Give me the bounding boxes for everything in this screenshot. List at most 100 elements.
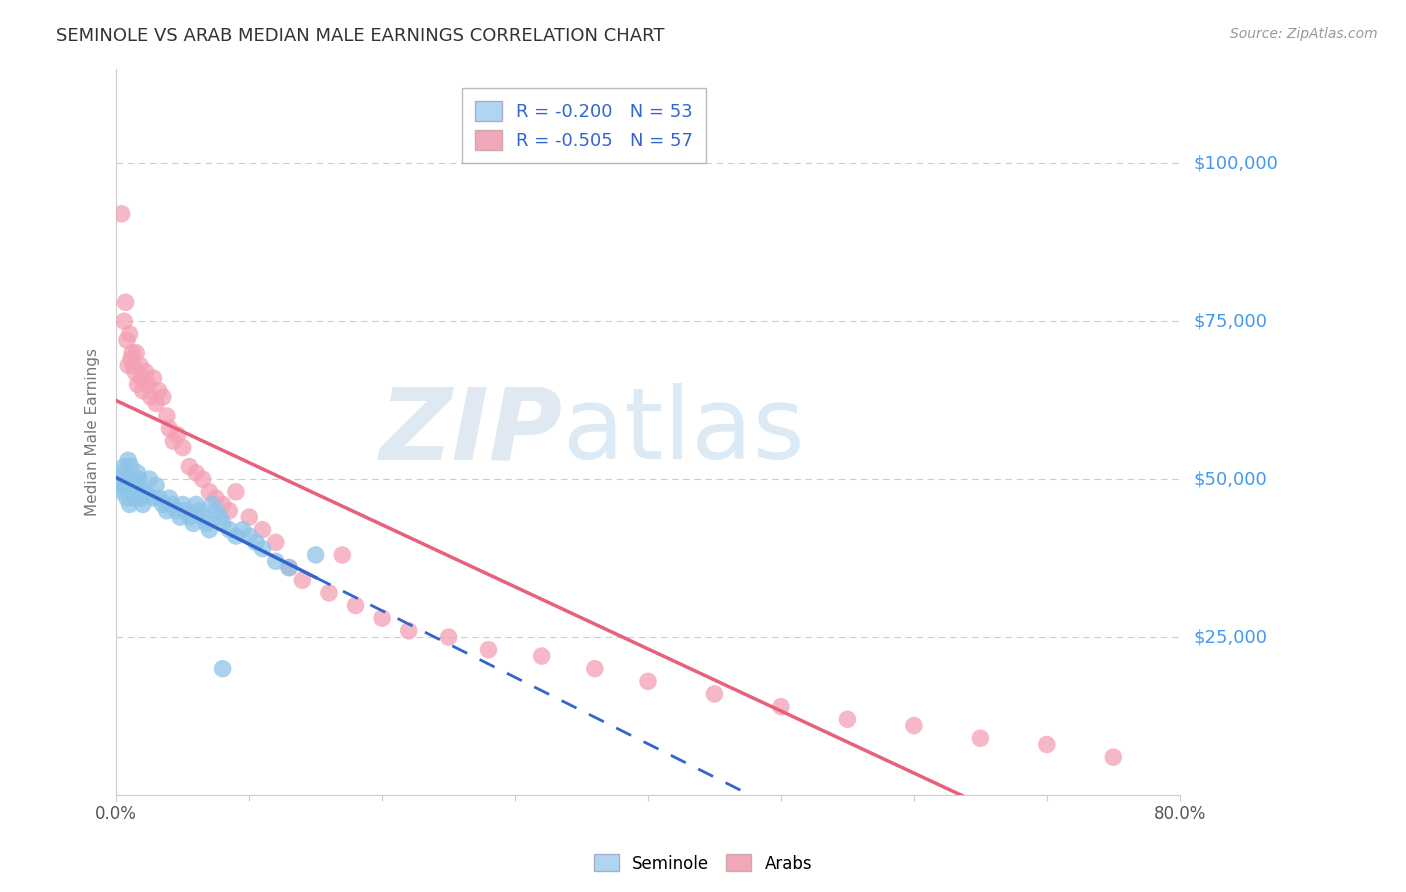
Point (111, 484, 134, 499)
Point (117, 359, 139, 373)
Point (159, 422, 181, 436)
Point (184, 466, 207, 480)
Point (174, 504, 197, 518)
Point (136, 377, 159, 392)
Point (132, 498, 155, 512)
Point (110, 472, 132, 486)
Point (131, 491, 153, 505)
Point (156, 504, 179, 518)
Point (211, 516, 233, 531)
Point (117, 453, 139, 467)
Point (108, 478, 131, 492)
Point (114, 295, 136, 310)
Text: $25,000: $25,000 (1194, 628, 1268, 646)
Point (211, 498, 233, 512)
Point (703, 687, 725, 701)
Point (118, 498, 141, 512)
Point (165, 504, 187, 518)
Point (238, 529, 260, 543)
Text: SEMINOLE VS ARAB MEDIAN MALE EARNINGS CORRELATION CHART: SEMINOLE VS ARAB MEDIAN MALE EARNINGS CO… (56, 27, 665, 45)
Point (278, 560, 301, 574)
Point (122, 484, 145, 499)
Point (330, 548, 353, 562)
Text: ZIP: ZIP (380, 384, 562, 480)
Point (191, 472, 214, 486)
Point (198, 484, 221, 499)
Point (184, 498, 207, 512)
Point (139, 390, 162, 404)
Point (160, 498, 183, 512)
Point (162, 434, 184, 449)
Point (129, 359, 152, 373)
Point (179, 459, 201, 474)
Point (264, 554, 287, 568)
Legend: R = -0.200   N = 53, R = -0.505   N = 57: R = -0.200 N = 53, R = -0.505 N = 57 (463, 88, 706, 162)
Point (121, 346, 143, 360)
Point (344, 599, 367, 613)
Point (903, 718, 925, 732)
Point (477, 642, 499, 657)
Point (437, 630, 460, 644)
Point (195, 516, 218, 531)
Point (148, 384, 170, 398)
Point (110, 207, 132, 221)
Point (127, 377, 149, 392)
Point (225, 484, 247, 499)
Point (169, 510, 191, 524)
Point (318, 586, 340, 600)
Point (122, 359, 145, 373)
Point (187, 504, 209, 518)
Point (138, 472, 160, 486)
Point (205, 504, 228, 518)
Point (191, 510, 214, 524)
Point (305, 548, 328, 562)
Point (114, 478, 136, 492)
Point (637, 674, 659, 689)
Point (245, 535, 267, 549)
Point (208, 510, 231, 524)
Point (134, 484, 156, 499)
Point (112, 314, 135, 328)
Point (134, 365, 156, 379)
Point (120, 459, 142, 474)
Point (179, 510, 201, 524)
Point (371, 611, 394, 625)
Point (166, 428, 188, 442)
Point (218, 504, 240, 518)
Point (172, 498, 194, 512)
Text: atlas: atlas (562, 384, 804, 480)
Point (969, 731, 991, 746)
Point (125, 346, 148, 360)
Point (145, 478, 167, 492)
Point (145, 396, 167, 410)
Text: $75,000: $75,000 (1194, 312, 1268, 330)
Text: $50,000: $50,000 (1194, 470, 1267, 488)
Legend: Seminole, Arabs: Seminole, Arabs (588, 847, 818, 880)
Point (129, 484, 152, 499)
Point (115, 491, 138, 505)
Point (142, 491, 165, 505)
Point (837, 712, 859, 726)
Point (172, 441, 194, 455)
Point (769, 699, 792, 714)
Point (201, 498, 224, 512)
Point (218, 523, 240, 537)
Text: $100,000: $100,000 (1194, 154, 1278, 172)
Point (115, 333, 138, 347)
Point (125, 478, 148, 492)
Point (142, 371, 165, 385)
Point (225, 529, 247, 543)
Point (152, 390, 174, 404)
Point (148, 491, 170, 505)
Point (120, 352, 142, 367)
Point (1102, 750, 1125, 764)
Point (131, 371, 153, 385)
Point (124, 491, 146, 505)
Point (252, 541, 274, 556)
Y-axis label: Median Male Earnings: Median Male Earnings (86, 348, 100, 516)
Point (1036, 738, 1059, 752)
Point (121, 472, 143, 486)
Point (238, 510, 260, 524)
Point (252, 523, 274, 537)
Point (110, 466, 132, 480)
